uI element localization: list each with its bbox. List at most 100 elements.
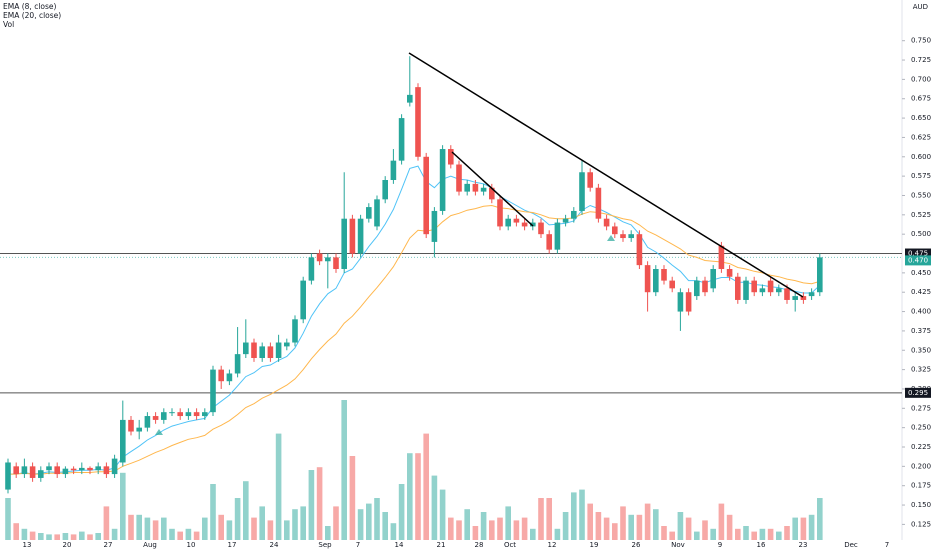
candle-body bbox=[710, 269, 716, 289]
volume-bar bbox=[87, 534, 93, 540]
y-tick-label: 0.175 bbox=[911, 482, 931, 490]
volume-bar bbox=[54, 534, 60, 540]
volume-bar bbox=[415, 453, 421, 540]
price-layer bbox=[0, 56, 902, 494]
volume-bar bbox=[571, 492, 577, 540]
axes: 0.1250.1500.1750.2000.2250.2500.2750.300… bbox=[23, 37, 932, 549]
candle-body bbox=[292, 319, 298, 343]
volume-bar bbox=[144, 517, 151, 540]
candle-body bbox=[718, 245, 725, 269]
candle-body bbox=[111, 458, 118, 475]
volume-bar bbox=[480, 512, 487, 540]
volume-bar bbox=[177, 531, 183, 540]
candle-body bbox=[702, 280, 708, 293]
legend-ema20: EMA (20, close) bbox=[3, 11, 61, 20]
candle-body bbox=[464, 183, 470, 192]
candle-body bbox=[784, 288, 790, 300]
volume-bar bbox=[464, 509, 470, 540]
x-tick-label: Oct bbox=[504, 541, 516, 549]
y-tick-label: 0.250 bbox=[911, 424, 931, 432]
y-tick-label: 0.400 bbox=[911, 308, 931, 316]
volume-bar bbox=[669, 531, 675, 540]
candle-body bbox=[612, 226, 618, 235]
y-tick-label: 0.550 bbox=[911, 191, 931, 199]
candle-body bbox=[136, 427, 142, 432]
volume-bar bbox=[111, 528, 118, 540]
candle-body bbox=[767, 280, 774, 293]
volume-bar bbox=[644, 503, 651, 540]
candle-body bbox=[357, 218, 364, 254]
candle-body bbox=[234, 354, 241, 374]
volume-bar bbox=[808, 514, 815, 540]
volume-bar bbox=[439, 489, 446, 540]
volume-bar bbox=[423, 433, 429, 540]
candle-body bbox=[243, 342, 249, 355]
volume-bar bbox=[587, 503, 593, 540]
candle-body bbox=[415, 87, 421, 157]
candle-body bbox=[587, 172, 593, 188]
x-tick-label: 23 bbox=[799, 541, 808, 549]
candle-body bbox=[636, 234, 643, 266]
volume-bar bbox=[710, 528, 716, 540]
y-tick-label: 0.650 bbox=[911, 114, 931, 122]
volume-bar bbox=[530, 528, 536, 540]
x-tick-label: 14 bbox=[395, 541, 404, 549]
candle-body bbox=[308, 257, 315, 281]
y-tick-label: 0.375 bbox=[911, 327, 931, 335]
volume-bar bbox=[161, 517, 167, 540]
volume-bar bbox=[661, 526, 667, 540]
volume-bar bbox=[612, 523, 618, 540]
volume-bar bbox=[29, 531, 36, 540]
candle-body bbox=[316, 253, 323, 262]
candle-body bbox=[275, 342, 282, 358]
candle-body bbox=[792, 296, 798, 300]
volume-bar bbox=[382, 512, 388, 540]
candle-body bbox=[751, 280, 757, 293]
candle-body bbox=[554, 222, 561, 250]
candle-body bbox=[333, 257, 339, 269]
ema-line bbox=[8, 165, 821, 475]
volume-bar bbox=[95, 533, 101, 540]
candle-body bbox=[472, 183, 479, 192]
x-tick-label: 26 bbox=[632, 541, 641, 549]
volume-bar bbox=[333, 506, 339, 540]
volume-bar bbox=[103, 506, 110, 540]
y-tick-label: 0.525 bbox=[911, 211, 931, 219]
volume-bar bbox=[357, 509, 364, 540]
candle-body bbox=[62, 468, 69, 475]
candle-body bbox=[103, 466, 110, 475]
candle-body bbox=[210, 369, 216, 413]
legend: EMA (8, close) EMA (20, close) Vol bbox=[3, 2, 61, 29]
candle-body bbox=[628, 234, 634, 239]
volume-bar bbox=[759, 528, 766, 540]
volume-bar bbox=[70, 534, 77, 540]
candle-body bbox=[38, 470, 44, 478]
candle-body bbox=[595, 187, 602, 219]
x-tick-label: 20 bbox=[63, 541, 72, 549]
volume-bar bbox=[21, 528, 28, 540]
volume-bar bbox=[341, 400, 347, 540]
volume-bar bbox=[390, 523, 397, 540]
signal-marker bbox=[155, 429, 163, 435]
candle-body bbox=[169, 412, 175, 414]
candle-body bbox=[579, 172, 585, 211]
volume-bar bbox=[718, 503, 725, 540]
candle-body bbox=[669, 280, 675, 289]
candle-body bbox=[366, 207, 372, 219]
candle-body bbox=[513, 218, 520, 223]
volume-bar bbox=[374, 498, 380, 540]
x-tick-label: 21 bbox=[437, 541, 446, 549]
price-label: 0.475 bbox=[908, 250, 928, 258]
y-tick-label: 0.600 bbox=[911, 153, 931, 161]
x-tick-label: Nov bbox=[671, 541, 685, 549]
volume-bar bbox=[800, 517, 807, 540]
candle-body bbox=[185, 412, 192, 417]
x-tick-label: 12 bbox=[548, 541, 557, 549]
volume-bar bbox=[267, 520, 274, 540]
candle-body bbox=[267, 346, 274, 358]
candle-body bbox=[325, 257, 331, 262]
volume-bar bbox=[226, 520, 233, 540]
candle-body bbox=[456, 164, 462, 192]
